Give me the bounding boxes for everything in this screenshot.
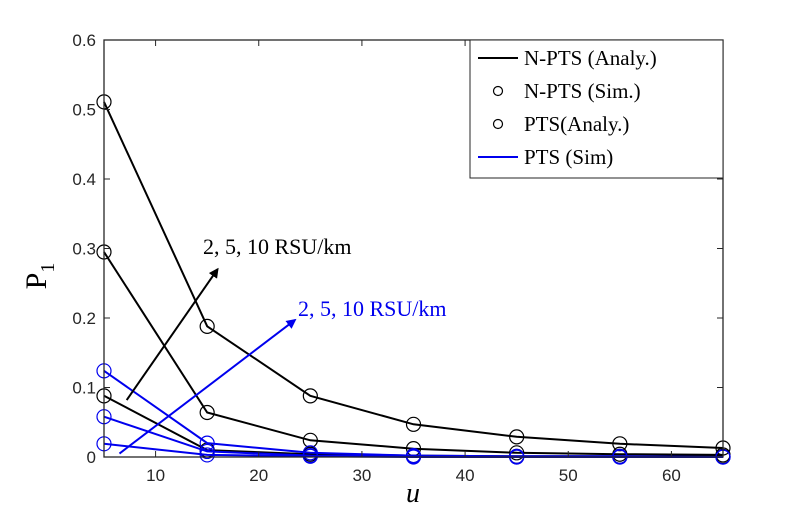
data-point-marker (302, 388, 318, 404)
x-tick-label: 40 (456, 466, 475, 485)
data-point-marker (509, 445, 525, 461)
y-axis-label-main: P (20, 273, 53, 290)
legend-entry-label: N-PTS (Analy.) (524, 46, 657, 70)
legend-box (469, 39, 724, 179)
data-point-marker (612, 436, 628, 452)
data-point-marker (405, 416, 422, 432)
legend: N-PTS (Analy.) N-PTS (Sim.) PTS(Analy.) PTS… (469, 39, 724, 179)
y-axis-label-group: P1 (20, 263, 59, 290)
data-point-marker (302, 448, 318, 464)
legend-entry-label: PTS (Sim) (524, 145, 613, 169)
y-tick-label: 0.5 (72, 101, 96, 120)
legend-circle-swatch (492, 85, 504, 97)
y-tick-label: 0 (87, 448, 96, 467)
legend-circle-swatch (492, 118, 504, 130)
x-axis-label: u (406, 478, 420, 509)
annotation-label: 2, 5, 10 RSU/km (203, 234, 352, 259)
data-point-marker (199, 447, 215, 463)
annotation-arrow (125, 267, 219, 401)
data-point-marker (199, 443, 215, 460)
x-tick-label: 60 (662, 466, 681, 485)
axes-layer: 10 20 30 40 50 60 0 0.1 0.2 0.3 0.4 0.5 0.6 (72, 31, 724, 485)
data-point-marker (509, 429, 525, 445)
data-point-marker (199, 318, 215, 334)
annotation-label: 2, 5, 10 RSU/km (298, 296, 447, 321)
y-tick-label: 0.2 (72, 309, 96, 328)
y-tick-label: 0.3 (72, 240, 96, 259)
annotation-layer: 2, 5, 10 RSU/km 2, 5, 10 RSU/km (118, 234, 447, 455)
y-tick-label: 0.6 (72, 31, 96, 50)
data-point-marker (199, 404, 215, 421)
legend-entry-label: PTS(Analy.) (524, 112, 629, 136)
x-tick-label: 20 (249, 466, 268, 485)
x-tick-label: 10 (146, 466, 165, 485)
y-axis-label: P1 (20, 263, 59, 290)
annotation-arrow (118, 318, 297, 455)
series-line-0 (103, 101, 724, 449)
y-tick-label: 0.1 (72, 379, 96, 398)
x-tick-label: 30 (352, 466, 371, 485)
x-axis-label-group: u (406, 478, 420, 509)
x-tick-label: 50 (559, 466, 578, 485)
y-tick-label: 0.4 (72, 170, 96, 189)
y-axis-label-subscript: 1 (37, 263, 59, 273)
legend-entry-label: N-PTS (Sim.) (524, 79, 641, 103)
data-point-marker (199, 435, 215, 451)
